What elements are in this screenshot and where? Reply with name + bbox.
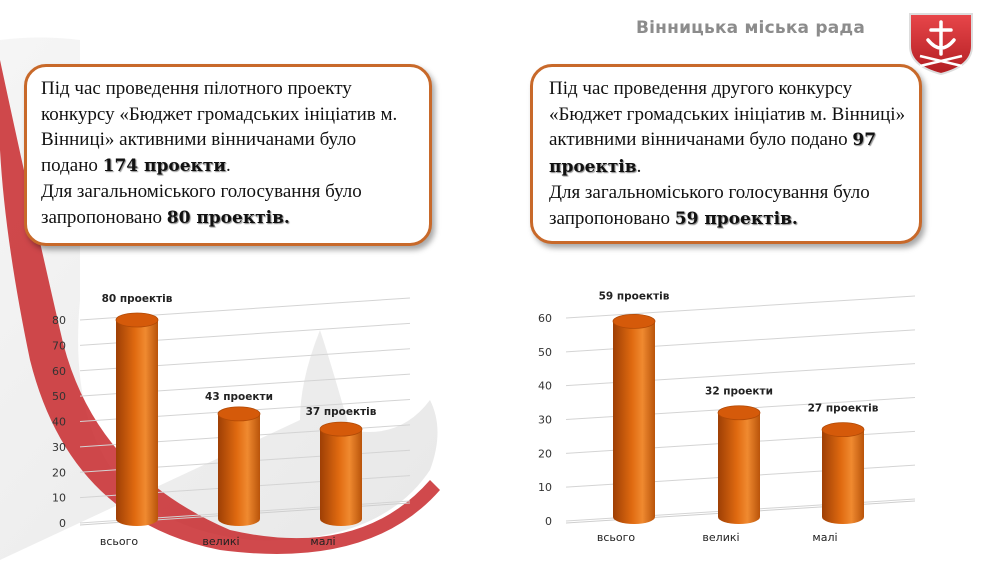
bar-всього [115,312,159,526]
x-category-label: малі [310,535,335,548]
x-category-label: великі [202,535,239,548]
gridline [565,295,916,319]
data-label: 32 проекти [705,386,773,398]
y-tick-label: 50 [538,346,552,359]
x-category-label: всього [100,535,139,548]
x-category-label: великі [702,531,739,544]
y-tick-label: 10 [538,481,552,494]
bar-малі [821,422,865,524]
organization-name: Вінницька міська рада [636,18,865,38]
bar-всього [612,313,656,524]
proposed-count: 59 проектів. [674,208,798,229]
proposed-count: 80 проектів. [166,207,290,228]
submitted-count: 97 проектів [549,130,877,177]
x-category-label: малі [812,531,837,544]
info-text-1: Під час проведення другого конкурсу «Бюд… [549,78,906,177]
city-emblem-icon [909,13,973,76]
bar-великі [717,405,761,524]
info-box-second: Під час проведення другого конкурсу «Бюд… [530,64,922,244]
y-tick-label: 70 [52,339,66,352]
data-label: 37 проектів [306,406,377,418]
data-label: 80 проектів [102,293,173,305]
y-tick-label: 0 [545,515,552,528]
data-label: 43 проекти [205,391,273,403]
y-tick-label: 40 [538,380,552,393]
info-text-2: Для загальноміського голосування було за… [549,182,870,229]
y-tick-label: 50 [52,390,66,403]
data-label: 27 проектів [808,403,879,415]
y-tick-label: 10 [52,492,66,505]
y-tick-label: 30 [538,414,552,427]
info-text-2: Для загальноміського голосування було за… [41,181,362,228]
y-tick-label: 60 [52,365,66,378]
x-category-label: всього [597,531,636,544]
bar-малі [319,421,363,526]
info-text-1: Під час проведення пілотного проекту кон… [41,78,398,176]
y-tick-label: 40 [52,416,66,429]
bar-великі [217,406,261,526]
y-tick-label: 20 [52,466,66,479]
y-tick-label: 80 [52,314,66,327]
submitted-count: 174 проекти [102,155,226,176]
y-tick-label: 60 [538,312,552,325]
y-tick-label: 30 [52,441,66,454]
y-tick-label: 20 [538,447,552,460]
data-label: 59 проектів [599,290,670,302]
y-tick-label: 0 [59,517,66,530]
info-box-pilot: Під час проведення пілотного проекту кон… [24,64,432,246]
